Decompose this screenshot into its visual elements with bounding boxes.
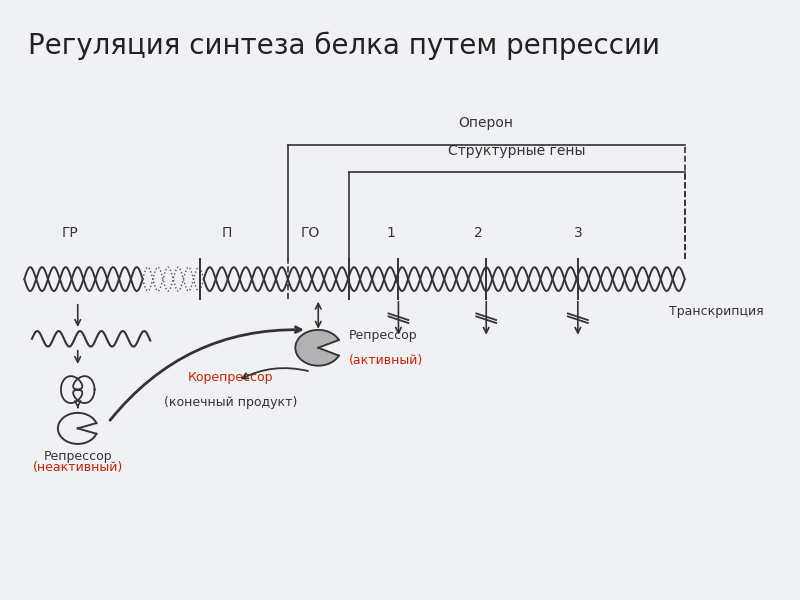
Text: Репрессор: Репрессор xyxy=(43,450,112,463)
Polygon shape xyxy=(295,330,339,365)
Text: (неактивный): (неактивный) xyxy=(33,461,123,473)
Text: 1: 1 xyxy=(386,226,395,240)
Text: (активный): (активный) xyxy=(349,354,423,367)
Text: ГО: ГО xyxy=(301,226,320,240)
Text: 3: 3 xyxy=(574,226,582,240)
Text: 2: 2 xyxy=(474,226,483,240)
Text: (конечный продукт): (конечный продукт) xyxy=(164,395,297,409)
Text: Транскрипция: Транскрипция xyxy=(670,305,764,319)
Text: Оперон: Оперон xyxy=(458,116,514,130)
Text: П: П xyxy=(222,226,232,240)
Text: Репрессор: Репрессор xyxy=(349,329,418,342)
Text: Структурные гены: Структурные гены xyxy=(448,144,586,158)
Text: Корепрессор: Корепрессор xyxy=(188,371,273,383)
Text: Регуляция синтеза белка путем репрессии: Регуляция синтеза белка путем репрессии xyxy=(28,31,660,59)
Text: ГР: ГР xyxy=(62,226,78,240)
